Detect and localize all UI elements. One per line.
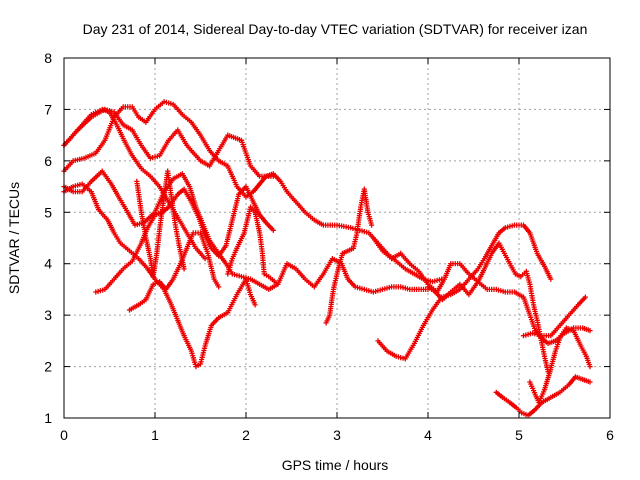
y-tick-label: 4 <box>44 256 52 272</box>
x-tick-label: 4 <box>424 427 432 443</box>
data-point-markers <box>61 106 276 179</box>
data-point-markers <box>527 325 593 406</box>
chart-title: Day 231 of 2014, Sidereal Day-to-day VTE… <box>83 21 588 37</box>
series-track-1 <box>61 106 276 179</box>
y-axis-label: SDTVAR / TECUs <box>6 182 22 294</box>
x-tick-label: 5 <box>515 427 523 443</box>
series-track-15 <box>520 294 588 339</box>
data-point-markers <box>323 186 375 326</box>
series-track-13 <box>425 240 551 375</box>
y-tick-label: 6 <box>44 153 52 169</box>
series-track-8 <box>134 168 187 280</box>
x-tick-label: 6 <box>606 427 614 443</box>
y-tick-label: 7 <box>44 101 52 117</box>
data-point-markers <box>520 294 588 339</box>
series-track-10 <box>323 186 375 326</box>
data-point-markers <box>126 230 222 313</box>
y-tick-label: 8 <box>44 50 52 66</box>
series-track-16 <box>527 325 593 406</box>
y-tick-label: 5 <box>44 204 52 220</box>
series-track-14 <box>493 374 593 418</box>
x-axis-label: GPS time / hours <box>282 457 389 473</box>
x-tick-label: 3 <box>333 427 341 443</box>
data-point-markers <box>225 204 431 295</box>
y-tick-label: 2 <box>44 359 52 375</box>
y-tick-label: 1 <box>44 410 52 426</box>
x-tick-label: 2 <box>242 427 250 443</box>
data-point-markers <box>493 374 593 418</box>
y-tick-label: 3 <box>44 307 52 323</box>
series-track-7 <box>126 230 222 313</box>
data-points <box>61 99 593 418</box>
data-point-markers <box>134 168 187 280</box>
x-tick-label: 0 <box>60 427 68 443</box>
x-tick-label: 1 <box>151 427 159 443</box>
series-track-9 <box>225 204 431 295</box>
data-point-markers <box>425 240 551 375</box>
